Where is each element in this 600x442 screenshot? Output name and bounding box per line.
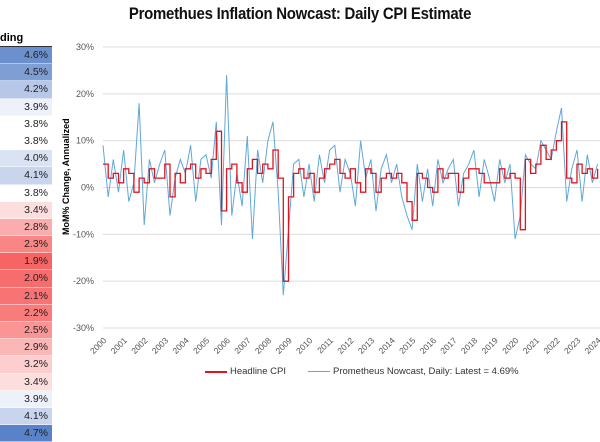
x-tick-label: 2000	[88, 335, 109, 356]
y-tick-label: 0%	[81, 183, 94, 193]
legend: Headline CPI Prometheus Nowcast, Daily: …	[205, 366, 519, 377]
x-tick-label: 2007	[232, 335, 253, 356]
y-tick-label: 30%	[76, 42, 94, 52]
x-tick-label: 2001	[109, 335, 130, 356]
legend-headline: Headline CPI	[205, 366, 286, 377]
x-tick-label: 2019	[480, 335, 501, 356]
legend-nowcast: Prometheus Nowcast, Daily: Latest = 4.69…	[308, 366, 519, 377]
legend-swatch-nowcast	[308, 371, 330, 372]
x-tick-label: 2016	[418, 335, 439, 356]
x-tick-label: 2020	[500, 335, 521, 356]
y-tick-label: -30%	[73, 323, 94, 333]
x-tick-label: 2014	[376, 335, 397, 356]
legend-swatch-headline	[205, 371, 227, 373]
y-axis-label: MoM% Change, Annualized	[61, 135, 71, 235]
table-cell: 4.1%	[0, 408, 52, 425]
legend-label: Headline CPI	[230, 366, 286, 377]
table-cell: 4.7%	[0, 425, 52, 442]
x-tick-label: 2010	[294, 335, 315, 356]
series-line-nowcast	[103, 75, 598, 295]
y-tick-label: -20%	[73, 276, 94, 286]
x-tick-label: 2021	[521, 335, 542, 356]
x-tick-label: 2022	[541, 335, 562, 356]
x-tick-label: 2023	[562, 335, 583, 356]
x-tick-label: 2002	[129, 335, 150, 356]
x-tick-label: 2008	[253, 335, 274, 356]
x-tick-label: 2017	[438, 335, 459, 356]
x-tick-label: 2005	[191, 335, 212, 356]
x-tick-label: 2011	[315, 335, 335, 355]
x-tick-label: 2006	[212, 335, 233, 356]
x-tick-label: 2024	[583, 335, 600, 356]
y-tick-label: -10%	[73, 229, 94, 239]
x-tick-label: 2004	[170, 335, 191, 356]
x-tick-label: 2012	[335, 335, 356, 356]
x-tick-label: 2018	[459, 335, 480, 356]
x-tick-label: 2003	[150, 335, 171, 356]
x-tick-label: 2009	[273, 335, 294, 356]
x-tick-label: 2013	[356, 335, 377, 356]
y-tick-label: 10%	[76, 136, 94, 146]
y-tick-label: 20%	[76, 89, 94, 99]
legend-label: Prometheus Nowcast, Daily: Latest = 4.69…	[333, 366, 519, 377]
series-line-headline	[103, 122, 598, 281]
x-tick-label: 2015	[397, 335, 418, 356]
